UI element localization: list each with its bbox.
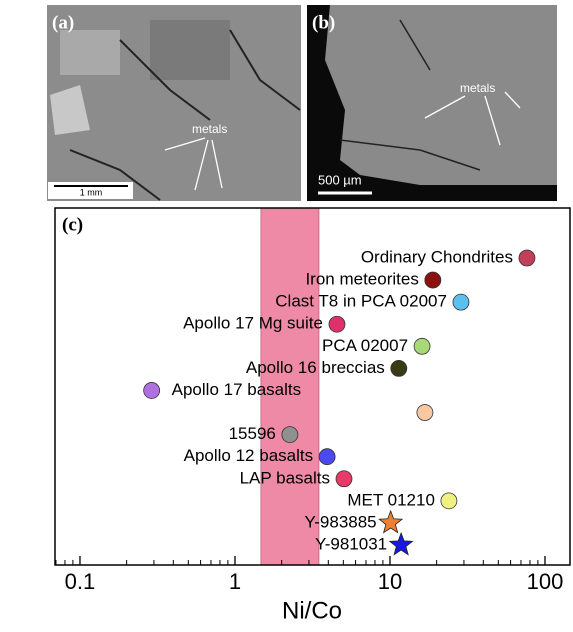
data-point [390, 533, 413, 555]
point-label: Apollo 17 Mg suite [183, 314, 323, 333]
data-point [391, 360, 407, 376]
data-point [144, 382, 160, 398]
panel-label: (b) [312, 12, 335, 33]
data-point [417, 405, 433, 421]
x-axis-label: Ni/Co [282, 597, 342, 624]
x-tick-label: 0.1 [65, 569, 96, 594]
data-point [414, 338, 430, 354]
point-label: Y-983885 [304, 512, 376, 531]
data-point [336, 471, 352, 487]
point-label: Iron meteorites [305, 270, 418, 289]
point-label: Y-981031 [315, 534, 387, 553]
texture [60, 30, 120, 75]
micrograph-b: (b) metals 500 µm [307, 5, 557, 201]
point-label: MET 01210 [347, 490, 435, 509]
data-point [519, 250, 535, 266]
data-point [282, 427, 298, 443]
point-label: Apollo 12 basalts [184, 446, 313, 465]
point-label: Apollo 16 breccias [246, 358, 385, 377]
point-label: 15596 [229, 424, 276, 443]
figure: (a) metals 1 mm (b) metals 500 µm (c) Ni… [0, 0, 573, 627]
data-point [379, 511, 402, 533]
data-point [319, 449, 335, 465]
micrograph-a: (a) metals 1 mm [47, 5, 301, 201]
annotation: metals [460, 81, 495, 95]
x-tick-label: 100 [527, 569, 564, 594]
point-label: LAP basalts [240, 468, 330, 487]
data-point [441, 493, 457, 509]
annotation: metals [192, 122, 227, 136]
texture [150, 20, 230, 80]
point-label: Apollo 17 basalts [172, 380, 301, 399]
data-point [453, 294, 469, 310]
panel-label: (c) [62, 214, 83, 235]
point-label: PCA 02007 [322, 336, 408, 355]
x-tick-label: 1 [229, 569, 241, 594]
scale-label: 500 µm [318, 172, 362, 187]
scale-label: 1 mm [80, 187, 103, 197]
data-point [425, 272, 441, 288]
page: (a) metals 1 mm (b) metals 500 µm (c) Ni… [0, 0, 573, 632]
data-point [329, 316, 345, 332]
point-label: Clast T8 in PCA 02007 [275, 292, 447, 311]
panel-label: (a) [52, 12, 74, 33]
point-label: Ordinary Chondrites [361, 247, 513, 266]
x-tick-label: 10 [378, 569, 402, 594]
